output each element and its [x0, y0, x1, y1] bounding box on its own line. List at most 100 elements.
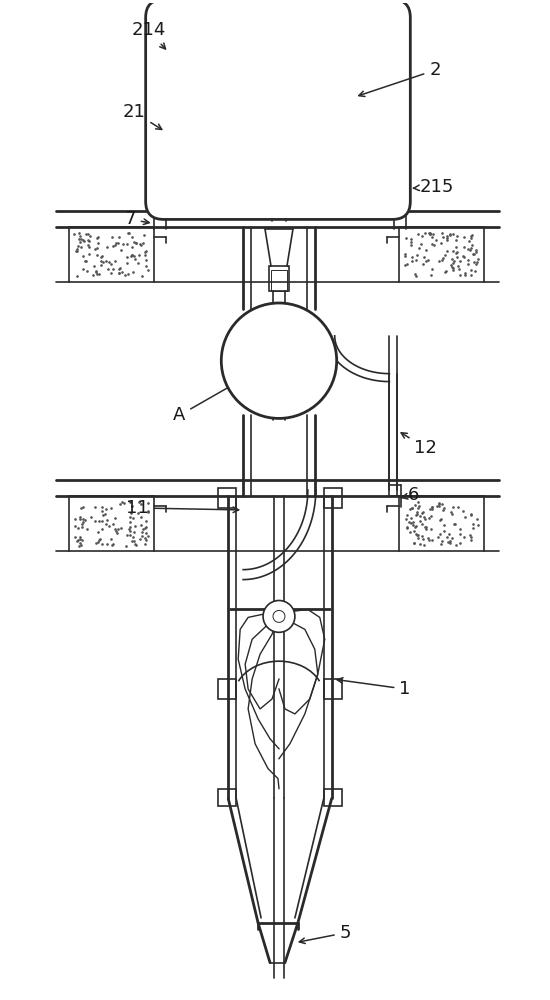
Point	[126, 494, 135, 510]
Point	[89, 267, 98, 283]
Point	[460, 265, 469, 281]
Point	[131, 537, 140, 553]
Point	[459, 229, 468, 245]
Point	[426, 226, 435, 242]
Point	[76, 535, 85, 551]
Point	[128, 498, 136, 514]
Point	[450, 516, 459, 532]
Point	[91, 263, 100, 279]
Point	[406, 234, 415, 250]
Point	[107, 265, 116, 281]
Point	[74, 231, 83, 247]
Point	[433, 529, 442, 545]
Point	[136, 236, 145, 252]
Point	[406, 524, 415, 540]
Point	[426, 501, 434, 517]
Point	[122, 538, 131, 554]
Point	[437, 511, 446, 527]
Point	[73, 243, 82, 259]
Point	[413, 226, 422, 242]
Point	[452, 245, 461, 261]
Point	[94, 532, 103, 548]
Point	[407, 237, 416, 253]
Point	[72, 241, 81, 257]
Point	[119, 236, 128, 252]
Point	[452, 239, 460, 255]
Point	[134, 505, 142, 521]
Point	[467, 240, 476, 256]
Point	[102, 536, 111, 552]
Point	[74, 238, 82, 254]
Point	[419, 537, 428, 553]
Point	[443, 228, 452, 244]
Point	[141, 536, 150, 552]
Point	[404, 514, 413, 530]
Point	[466, 230, 475, 246]
Point	[420, 509, 429, 525]
Point	[427, 229, 436, 245]
Point	[129, 510, 138, 526]
Point	[403, 519, 411, 535]
Point	[430, 237, 438, 253]
Point	[452, 232, 461, 248]
Point	[414, 498, 423, 514]
Point	[92, 266, 101, 282]
Point	[127, 229, 136, 245]
Point	[438, 502, 447, 518]
Point	[434, 495, 443, 511]
Point	[410, 519, 419, 535]
Point	[413, 527, 422, 543]
Point	[456, 535, 465, 551]
Point	[410, 535, 419, 551]
Point	[141, 519, 150, 535]
Point	[92, 230, 101, 246]
Point	[407, 253, 416, 269]
Point	[128, 247, 136, 263]
Point	[422, 242, 431, 258]
Point	[136, 531, 145, 547]
Bar	[269, 266, 289, 291]
Point	[454, 258, 463, 274]
Point	[102, 501, 111, 517]
Point	[432, 498, 441, 514]
Point	[443, 529, 452, 545]
Point	[415, 508, 424, 524]
Bar	[271, 270, 287, 291]
Point	[129, 529, 138, 545]
Point	[76, 231, 85, 247]
Point	[469, 520, 477, 536]
Point	[127, 239, 136, 255]
Point	[125, 514, 134, 530]
Point	[90, 258, 98, 274]
Point	[449, 253, 458, 269]
Point	[134, 255, 143, 271]
Bar	[218, 488, 236, 508]
Point	[403, 507, 412, 523]
Point	[465, 242, 474, 258]
Point	[441, 247, 450, 263]
Point	[126, 509, 135, 525]
Point	[85, 228, 94, 244]
Point	[106, 531, 115, 547]
Point	[122, 255, 131, 271]
Point	[78, 519, 86, 535]
Point	[102, 253, 111, 269]
Point	[427, 499, 436, 515]
Point	[416, 513, 425, 529]
Point	[97, 513, 106, 529]
Point	[139, 521, 148, 537]
Point	[97, 536, 106, 552]
Point	[70, 518, 79, 534]
Point	[405, 501, 414, 517]
Point	[140, 520, 149, 536]
Point	[137, 524, 146, 540]
Point	[421, 519, 430, 535]
Point	[79, 511, 87, 527]
Point	[70, 511, 79, 527]
Point	[455, 253, 464, 269]
Point	[79, 248, 87, 264]
Point	[129, 248, 138, 264]
Point	[97, 499, 106, 515]
Point	[421, 511, 430, 527]
Point	[453, 244, 462, 260]
